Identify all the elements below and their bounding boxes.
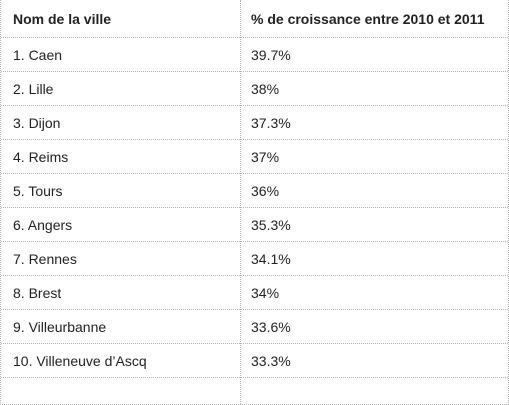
- table-row: 9. Villeurbanne 33.6%: [1, 310, 508, 344]
- city-cell: 7. Rennes: [13, 250, 77, 267]
- header-growth: % de croissance entre 2010 et 2011: [251, 10, 485, 27]
- table-row: 2. Lille 38%: [1, 72, 508, 106]
- city-cell: 8. Brest: [13, 284, 62, 301]
- table-row: 7. Rennes 34.1%: [1, 242, 508, 276]
- city-cell: 4. Reims: [13, 148, 69, 165]
- growth-cell: 37%: [251, 148, 280, 165]
- growth-cell: 33.3%: [251, 352, 291, 369]
- table-row-empty: [1, 378, 508, 404]
- growth-cell: 39.7%: [251, 46, 291, 63]
- header-city: Nom de la ville: [13, 10, 112, 27]
- city-cell: 6. Angers: [13, 216, 73, 233]
- column-divider: [240, 0, 241, 404]
- table-row: 5. Tours 36%: [1, 174, 508, 208]
- table-row: 1. Caen 39.7%: [1, 38, 508, 72]
- growth-cell: 37.3%: [251, 114, 291, 131]
- city-cell: 3. Dijon: [13, 114, 61, 131]
- table-row: 8. Brest 34%: [1, 276, 508, 310]
- growth-cell: 34%: [251, 284, 280, 301]
- table-row: 10. Villeneuve d’Ascq 33.3%: [1, 344, 508, 378]
- growth-cell: 34.1%: [251, 250, 291, 267]
- growth-cell: 35.3%: [251, 216, 291, 233]
- growth-cell: 38%: [251, 80, 280, 97]
- city-cell: 2. Lille: [13, 80, 54, 97]
- city-cell: 9. Villeurbanne: [13, 318, 107, 335]
- city-cell: 10. Villeneuve d’Ascq: [13, 352, 147, 369]
- table-row: 4. Reims 37%: [1, 140, 508, 174]
- growth-cell: 36%: [251, 182, 280, 199]
- city-cell: 5. Tours: [13, 182, 63, 199]
- growth-cell: 33.6%: [251, 318, 291, 335]
- table-header-row: Nom de la ville % de croissance entre 20…: [1, 0, 508, 38]
- table-row: 6. Angers 35.3%: [1, 208, 508, 242]
- table-row: 3. Dijon 37.3%: [1, 106, 508, 140]
- city-cell: 1. Caen: [13, 46, 63, 63]
